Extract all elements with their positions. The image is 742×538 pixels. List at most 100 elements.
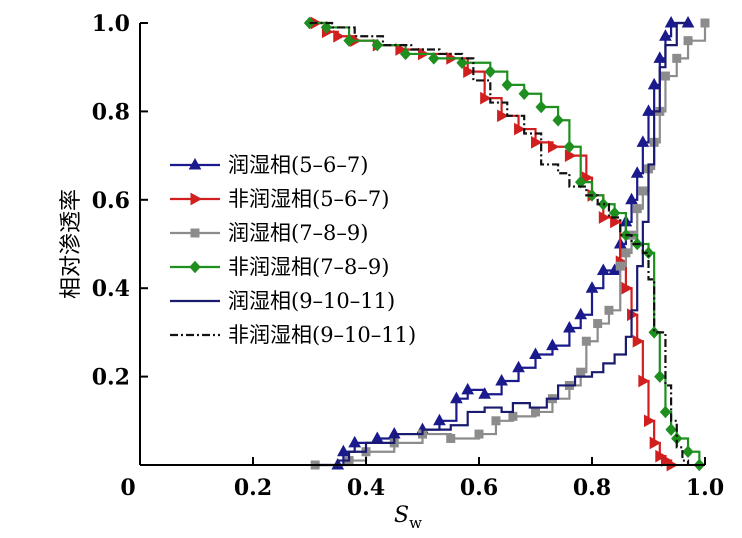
data-point [333, 29, 345, 43]
data-point [547, 140, 560, 154]
data-point [644, 414, 656, 428]
data-point [610, 215, 622, 229]
data-point [642, 246, 655, 260]
legend: 润湿相(5–6–7) 非润湿相(5–6–7) 润湿相(7–8–9) 非润湿相(7–8–… [170, 153, 416, 347]
data-point [480, 91, 492, 105]
data-point [546, 338, 559, 351]
data-point [638, 374, 650, 388]
data-point [428, 52, 440, 65]
data-point [672, 53, 682, 63]
data-point [665, 423, 677, 436]
data-point [593, 319, 603, 329]
data-point [497, 109, 509, 123]
data-point [647, 77, 661, 90]
data-point [337, 444, 350, 457]
data-point [700, 18, 710, 28]
data-point [495, 373, 508, 386]
data-point [683, 36, 693, 46]
data-point [535, 100, 547, 114]
series-6 [309, 21, 690, 465]
legend-label: 非润湿相(7–8–9) [228, 255, 389, 279]
data-point [682, 445, 694, 458]
legend-marker [190, 192, 203, 206]
plot-area [303, 15, 710, 472]
data-point [564, 149, 577, 162]
data-point [563, 140, 576, 154]
legend-label: 润湿相(5–6–7) [228, 153, 368, 177]
x-tick-label: 0.6 [460, 475, 498, 501]
data-point [585, 281, 599, 293]
x-axis-label: Sw [394, 503, 422, 532]
data-point [474, 429, 484, 439]
y-tick-label: 1.0 [92, 11, 130, 37]
data-point [478, 387, 491, 399]
data-point [596, 263, 610, 276]
data-point [632, 204, 642, 214]
data-point [529, 347, 542, 359]
data-point [659, 405, 672, 419]
legend-label: 润湿相(7–8–9) [228, 221, 368, 245]
data-point [630, 166, 644, 178]
data-point [456, 56, 468, 70]
data-point [604, 305, 614, 315]
data-point [563, 320, 576, 333]
data-point [574, 307, 588, 320]
legend-marker [190, 228, 200, 238]
data-point [491, 416, 501, 426]
x-axis-label-main: S [394, 503, 409, 528]
data-point [621, 281, 633, 295]
data-point [642, 104, 655, 116]
data-point [576, 367, 586, 377]
data-point [615, 261, 625, 271]
x-tick-label: 0.4 [347, 475, 385, 501]
data-point [371, 38, 383, 52]
series-line [309, 21, 690, 465]
data-point [512, 360, 525, 373]
data-point [638, 186, 648, 196]
series-line [315, 21, 689, 467]
y-tick-label: 0.8 [92, 99, 130, 125]
data-point [598, 211, 611, 224]
data-point [348, 435, 362, 448]
y-tick-label: 0.6 [92, 188, 130, 214]
data-point [632, 334, 645, 348]
data-point [654, 370, 666, 383]
legend-label: 润湿相(9–10–11) [228, 289, 395, 313]
data-point [648, 326, 660, 339]
data-point [664, 15, 678, 28]
data-point [531, 407, 540, 417]
data-point [581, 336, 591, 346]
data-point [508, 411, 518, 421]
legend-label: 非润湿相(5–6–7) [228, 187, 389, 211]
x-tick-label: 0.2 [234, 475, 272, 501]
data-point [621, 248, 631, 258]
data-point [484, 65, 496, 78]
data-point [625, 192, 638, 205]
data-point [461, 382, 475, 395]
x-tick-label: 1.0 [686, 475, 724, 501]
data-point [649, 436, 662, 450]
axes [139, 23, 705, 466]
legend-label: 非润湿相(9–10–11) [228, 323, 416, 347]
series-5 [315, 21, 689, 467]
data-point [343, 34, 355, 47]
y-axis-label: 相对渗透率 [59, 189, 84, 299]
data-point [395, 43, 407, 56]
x-tick-label: 0 [120, 475, 135, 501]
y-tick-label: 0.4 [92, 276, 130, 302]
data-point [653, 51, 667, 63]
data-point [636, 135, 650, 147]
legend-marker [188, 157, 202, 170]
data-point [463, 65, 475, 78]
data-point [655, 449, 667, 463]
data-point [531, 135, 543, 149]
y-tick-label: 0.2 [92, 365, 130, 391]
data-point [399, 47, 412, 61]
data-point [514, 122, 526, 136]
data-point [446, 433, 456, 443]
data-point [320, 21, 333, 34]
axis-ticks: 0 0.2 0.4 0.6 0.8 1.0 0.2 0.4 0.6 0.8 1.0 [92, 11, 724, 501]
data-point [450, 391, 463, 404]
series-4 [303, 16, 706, 472]
